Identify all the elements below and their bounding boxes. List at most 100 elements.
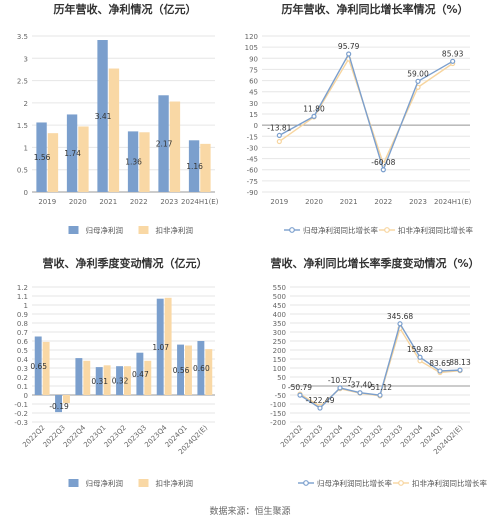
legend-swatch [138, 226, 149, 234]
legend-swatch [68, 226, 79, 234]
y-tick-label: 60 [249, 78, 258, 86]
bar-deducted-net-profit [144, 360, 152, 395]
y-tick-label: -200 [270, 419, 286, 427]
x-tick-label: 2019 [38, 198, 56, 206]
y-tick-label: 0.6 [17, 338, 29, 346]
bar-parent-net-profit [116, 366, 123, 395]
legend-label: 归母净利润同比增长率 [317, 478, 392, 488]
bar-deducted-net-profit [63, 395, 70, 404]
data-label: 345.68 [387, 312, 413, 321]
y-tick-label: 0.1 [17, 383, 28, 391]
data-point [357, 390, 363, 396]
legend-label: 扣非净利润同比增长率 [412, 478, 487, 488]
data-label: 1.36 [125, 158, 142, 167]
bar-parent-net-profit [197, 341, 205, 395]
legend-swatch-marker [289, 227, 295, 233]
data-point [276, 138, 282, 145]
y-tick-label: -45 [247, 156, 258, 164]
legend: 归母净利润同比增长率 扣非净利润同比增长率 [298, 478, 487, 488]
bar-parent-net-profit [177, 344, 184, 395]
legend: 归母净利润同比增长率 扣非净利润同比增长率 [284, 225, 473, 235]
bar-deducted-net-profit [169, 101, 181, 192]
data-label: 95.79 [338, 42, 360, 51]
data-point [311, 113, 317, 119]
y-tick-label: 0.2 [17, 374, 28, 382]
data-label: 1.07 [152, 343, 169, 352]
y-tick-label: 100 [273, 365, 286, 373]
y-tick-label: 0.4 [17, 356, 29, 364]
data-point [397, 321, 403, 327]
legend-label: 扣非净利润 [156, 478, 194, 488]
y-tick-label: 300 [273, 329, 286, 337]
bar-parent-net-profit [97, 40, 108, 192]
y-tick-label: -30 [247, 144, 258, 152]
data-point [276, 132, 282, 139]
bar-parent-net-profit [136, 352, 144, 395]
legend: 归母净利润 扣非净利润 [68, 225, 194, 235]
data-point [346, 51, 352, 57]
data-point [457, 367, 463, 373]
data-label: 2.17 [156, 140, 173, 149]
legend-swatch-marker [398, 480, 404, 486]
bar-deducted-net-profit [164, 297, 172, 395]
y-tick-label: 50 [277, 374, 286, 382]
legend-label: 扣非净利润 [156, 225, 194, 235]
y-tick-label: 45 [249, 89, 258, 97]
data-label: 0.31 [91, 377, 108, 386]
y-tick-label: 150 [273, 356, 286, 364]
data-label: 1.74 [64, 149, 81, 158]
x-tick-label: 2024H1(E) [434, 198, 472, 206]
data-label: 1.16 [186, 162, 203, 171]
x-tick-label: 2019 [270, 198, 288, 206]
y-tick-label: -0.3 [14, 419, 28, 427]
y-tick-label: 500 [273, 293, 286, 301]
legend-swatch-marker [303, 480, 309, 486]
chart-panel-1: 历年营收、净利情况（亿元） 0 0.5 1 1.5 2 2.5 3 3.5 2019 2020 202… [17, 2, 219, 235]
data-point [377, 392, 383, 398]
legend-label: 归母净利润 [86, 225, 124, 235]
data-label: -122.49 [306, 396, 335, 405]
y-tick-label: -150 [270, 410, 286, 418]
data-point [317, 405, 323, 411]
y-tick-label: 0 [254, 122, 258, 130]
legend: 归母净利润 扣非净利润 [68, 478, 194, 488]
data-label: -37.40 [348, 381, 372, 390]
data-label: -60.08 [371, 158, 395, 167]
x-tick-label: 2023 [160, 198, 178, 206]
x-tick-label: 2023 [409, 198, 427, 206]
chart-title: 历年营收、净利情况（亿元） [54, 2, 197, 16]
charts-canvas: 历年营收、净利情况（亿元） 0 0.5 1 1.5 2 2.5 3 3.5 2019 2020 202… [14, 2, 487, 488]
data-point [437, 368, 443, 374]
y-tick-label: 350 [273, 320, 286, 328]
x-tick-label: 2020 [69, 198, 87, 206]
chart-title: 营收、净利季度变动情况（亿元） [43, 256, 208, 270]
bar-deducted-net-profit [42, 341, 50, 395]
bar-parent-net-profit [66, 114, 78, 192]
bar-parent-net-profit [188, 140, 200, 192]
data-label: 59.00 [407, 69, 429, 78]
data-point [415, 78, 421, 84]
data-label: 0.56 [173, 366, 190, 375]
bar-deducted-net-profit [108, 68, 120, 192]
bar-deducted-net-profit [139, 132, 150, 192]
y-tick-label: -90 [247, 189, 258, 197]
y-tick-label: -0.2 [14, 410, 28, 418]
bar-parent-net-profit [156, 298, 164, 395]
data-label: -0.19 [49, 402, 69, 411]
y-tick-label: 200 [273, 347, 286, 355]
y-tick-label: 15 [249, 111, 258, 119]
data-label: 0.65 [30, 362, 47, 371]
x-tick-label: 2022 [130, 198, 148, 206]
series-line-parent-growth [278, 52, 454, 172]
bar-parent-net-profit [75, 358, 83, 395]
data-label: 0.47 [132, 370, 149, 379]
y-tick-label: 400 [273, 311, 286, 319]
data-label: 85.93 [442, 49, 464, 58]
bar-parent-net-profit [127, 131, 139, 192]
data-label: -51.12 [368, 383, 392, 392]
y-tick-label: 0 [24, 392, 28, 400]
bar-deducted-net-profit [47, 133, 59, 192]
chart-panel-4: 营收、净利同比增长率季度变动情况（%） -200-150-100-50050100… [270, 256, 487, 488]
y-tick-label: 0.3 [17, 365, 28, 373]
y-tick-label: -0.1 [14, 401, 28, 409]
